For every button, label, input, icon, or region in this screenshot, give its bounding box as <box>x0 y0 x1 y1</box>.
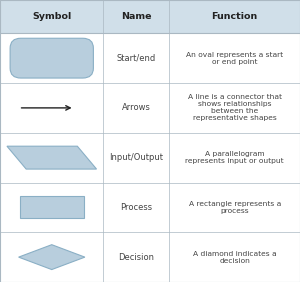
Bar <box>0 0 300 33</box>
Text: Decision: Decision <box>118 253 154 262</box>
Text: Input/Output: Input/Output <box>110 153 164 162</box>
Text: Name: Name <box>121 12 152 21</box>
Bar <box>20 197 84 218</box>
Text: Process: Process <box>120 203 153 212</box>
Polygon shape <box>7 146 97 169</box>
Text: A line is a connector that
shows relationships
between the
representative shapes: A line is a connector that shows relatio… <box>188 94 282 121</box>
Text: An oval represents a start
or end point: An oval represents a start or end point <box>186 52 283 65</box>
FancyBboxPatch shape <box>10 38 93 78</box>
Text: A rectangle represents a
process: A rectangle represents a process <box>189 201 281 214</box>
Text: A parallelogram
represents input or output: A parallelogram represents input or outp… <box>185 151 284 164</box>
Text: Symbol: Symbol <box>32 12 71 21</box>
Polygon shape <box>19 245 85 270</box>
Text: A diamond indicates a
decision: A diamond indicates a decision <box>193 251 277 264</box>
Text: Arrows: Arrows <box>122 103 151 113</box>
Text: Function: Function <box>212 12 258 21</box>
Text: Start/end: Start/end <box>117 54 156 63</box>
